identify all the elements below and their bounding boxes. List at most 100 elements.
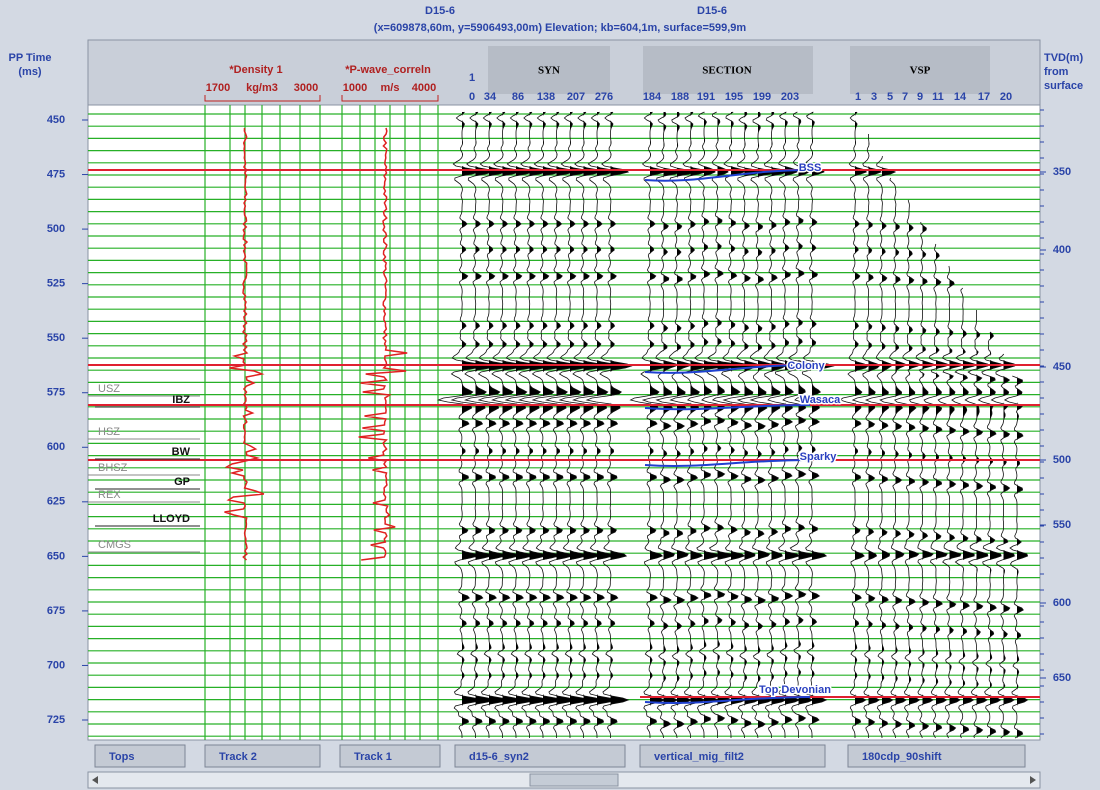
- log-curve: [358, 127, 408, 561]
- wiggle-fill: [663, 112, 681, 738]
- trace-label: 203: [781, 91, 799, 103]
- log-unit: m/s: [381, 82, 400, 94]
- trace-label: 7: [902, 91, 908, 103]
- trace-label: 1: [469, 72, 475, 84]
- wiggle: [711, 111, 752, 738]
- wiggle: [908, 221, 934, 739]
- track-button[interactable]: [204, 744, 321, 768]
- wiggle-fill: [1003, 354, 1015, 738]
- scale-bracket: [204, 95, 439, 102]
- top-label: REX: [98, 489, 121, 501]
- track-button-label[interactable]: Tops: [109, 751, 134, 763]
- wiggle: [864, 155, 897, 739]
- horizon-label: Wasaca: [800, 394, 841, 406]
- top-label: USZ: [98, 383, 120, 395]
- right-tick-label: 550: [1053, 519, 1071, 531]
- wiggle: [977, 331, 1002, 739]
- log-unit: kg/m3: [246, 82, 278, 94]
- trace-label: 188: [671, 91, 689, 103]
- wiggle-fill: [963, 288, 975, 738]
- well-name: D15-6: [697, 5, 727, 17]
- wiggle: [504, 111, 552, 738]
- left-tick-label: 650: [47, 550, 65, 562]
- trace-label: 20: [1000, 91, 1012, 103]
- wiggle: [990, 353, 1016, 739]
- scroll-thumb[interactable]: [529, 773, 619, 787]
- trace-label: 3: [871, 91, 877, 103]
- log-name: *P-wave_correln: [345, 64, 431, 76]
- log-min: 1700: [206, 82, 230, 94]
- right-tick-label: 350: [1053, 166, 1071, 178]
- track-button[interactable]: [639, 744, 826, 768]
- top-label: HSZ: [98, 426, 120, 438]
- right-tick-label: 450: [1053, 361, 1071, 373]
- left-axis-title: PP Time: [8, 52, 51, 64]
- horizon-label: Sparky: [800, 451, 838, 463]
- track-button-label[interactable]: Track 2: [219, 751, 257, 763]
- picked-horizon: [644, 696, 811, 705]
- top-label: CMGS: [98, 539, 131, 551]
- track-button-label[interactable]: d15-6_syn2: [469, 751, 529, 763]
- panel-title: VSP: [910, 65, 931, 77]
- log-max: 3000: [294, 82, 318, 94]
- log-max: 4000: [412, 82, 436, 94]
- plot-area: [87, 104, 1041, 741]
- trace-label: 9: [917, 91, 923, 103]
- right-axis-title: surface: [1044, 80, 1083, 92]
- left-tick-label: 550: [47, 332, 65, 344]
- wiggle: [894, 199, 921, 739]
- track-button[interactable]: [847, 744, 1026, 768]
- left-tick-label: 525: [47, 278, 65, 290]
- wiggle: [1003, 375, 1029, 739]
- wiggle-fill: [855, 112, 868, 738]
- panel-title: SYN: [538, 65, 560, 77]
- wiggle: [722, 111, 763, 739]
- wiggle: [558, 111, 606, 738]
- trace-label: 17: [978, 91, 990, 103]
- wiggle: [669, 111, 708, 738]
- wiggle: [923, 243, 948, 739]
- right-tick-label: 600: [1053, 597, 1071, 609]
- wiggle: [477, 111, 525, 738]
- top-label: IBZ: [172, 394, 190, 406]
- left-tick-label: 700: [47, 659, 65, 671]
- wiggle-fill: [812, 112, 834, 738]
- horizon-label: Top Devonian: [759, 684, 831, 696]
- track-button[interactable]: [454, 744, 626, 768]
- wiggle: [585, 111, 633, 738]
- wiggle: [879, 177, 907, 739]
- track-button-label[interactable]: 180cdp_90shift: [862, 751, 942, 763]
- panel-box: [643, 46, 813, 94]
- panel-title: SECTION: [702, 65, 752, 77]
- trace-label: 0: [469, 91, 475, 103]
- wiggle-fill: [990, 332, 1002, 738]
- left-tick-label: 475: [47, 168, 65, 180]
- wiggle: [655, 111, 695, 739]
- picked-horizon: [644, 404, 811, 411]
- wiggle: [736, 111, 776, 739]
- trace-label: 14: [954, 91, 967, 103]
- trace-label: 184: [643, 91, 662, 103]
- trace-label: 138: [537, 91, 555, 103]
- wiggle: [572, 111, 619, 738]
- track-button[interactable]: [94, 744, 186, 768]
- log-curve: [224, 127, 265, 561]
- trace-label: 191: [697, 91, 715, 103]
- wiggle: [629, 111, 669, 738]
- left-tick-label: 575: [47, 387, 65, 399]
- right-tick-label: 400: [1053, 244, 1071, 256]
- wiggle: [951, 287, 975, 739]
- wiggle: [782, 111, 823, 738]
- right-axis-title: TVD(m): [1044, 52, 1083, 64]
- wiggle: [964, 309, 989, 739]
- trace-label: 199: [753, 91, 771, 103]
- picked-horizon: [644, 169, 811, 182]
- wiggle-fill: [717, 112, 741, 738]
- track-button-label[interactable]: Track 1: [354, 751, 392, 763]
- top-label: GP: [174, 476, 190, 488]
- track-button[interactable]: [339, 744, 441, 768]
- wiggle-fill: [1017, 376, 1028, 738]
- track-button-label[interactable]: vertical_mig_filt2: [654, 751, 744, 763]
- left-tick-label: 625: [47, 496, 65, 508]
- top-label: LLOYD: [153, 513, 190, 525]
